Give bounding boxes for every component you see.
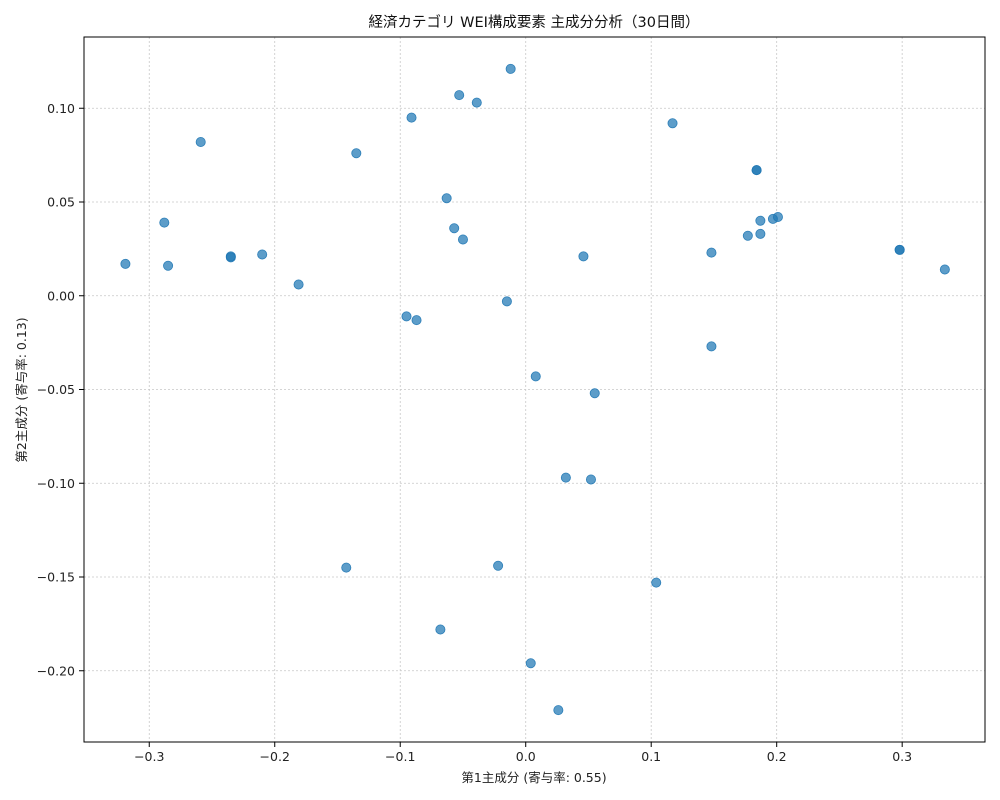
scatter-point: [341, 562, 352, 573]
y-tick-label: 0.10: [47, 101, 75, 116]
scatter-point: [406, 112, 417, 123]
scatter-point: [457, 234, 468, 245]
x-tick-label: −0.3: [134, 749, 164, 764]
scatter-point: [225, 252, 236, 263]
scatter-point: [401, 311, 412, 322]
scatter-point: [751, 165, 762, 176]
scatter-point: [449, 223, 460, 234]
y-tick-label: −0.15: [37, 570, 75, 585]
scatter-point: [441, 193, 452, 204]
scatter-point: [435, 624, 446, 635]
x-axis-label: 第1主成分 (寄与率: 0.55): [461, 770, 606, 785]
data-points: [120, 63, 950, 716]
scatter-point: [589, 388, 600, 399]
scatter-point: [939, 264, 950, 275]
x-tick-label: 0.0: [516, 749, 536, 764]
scatter-point: [159, 217, 170, 228]
grid-lines: [84, 37, 985, 742]
scatter-point: [553, 705, 564, 716]
x-tick-label: 0.3: [892, 749, 912, 764]
scatter-point: [471, 97, 482, 108]
scatter-point: [755, 228, 766, 239]
y-tick-label: −0.05: [37, 382, 75, 397]
x-tick-label: 0.2: [767, 749, 787, 764]
y-tick-label: 0.00: [47, 288, 75, 303]
y-axis-ticks: −0.20 −0.15 −0.10 −0.05 0.00 0.05 0.10: [37, 101, 84, 678]
scatter-point: [706, 341, 717, 352]
x-tick-label: −0.1: [385, 749, 415, 764]
scatter-point: [772, 211, 783, 222]
scatter-point: [530, 371, 541, 382]
scatter-point: [894, 244, 905, 255]
x-tick-label: −0.2: [260, 749, 290, 764]
x-tick-label: 0.1: [641, 749, 661, 764]
scatter-point: [742, 230, 753, 241]
scatter-point: [454, 90, 465, 101]
scatter-point: [578, 251, 589, 262]
scatter-point: [667, 118, 678, 129]
y-tick-label: 0.05: [47, 195, 75, 210]
chart-title: 経済カテゴリ WEI構成要素 主成分分析（30日間）: [369, 13, 700, 31]
scatter-point: [411, 315, 422, 326]
scatter-point: [163, 260, 174, 271]
scatter-point: [560, 472, 571, 483]
scatter-point: [120, 258, 131, 269]
x-axis-ticks: −0.3 −0.2 −0.1 0.0 0.1 0.2 0.3: [134, 742, 912, 764]
scatter-point: [351, 148, 362, 159]
scatter-point: [525, 658, 536, 669]
scatter-point: [493, 560, 504, 571]
scatter-point: [195, 136, 206, 147]
scatter-point: [501, 296, 512, 307]
y-tick-label: −0.10: [37, 476, 75, 491]
y-axis-label: 第2主成分 (寄与率: 0.13): [14, 317, 29, 462]
y-tick-label: −0.20: [37, 663, 75, 678]
scatter-point: [505, 63, 516, 74]
scatter-point: [755, 215, 766, 226]
scatter-point: [585, 474, 596, 485]
scatter-point: [706, 247, 717, 258]
scatter-point: [651, 577, 662, 588]
scatter-point: [293, 279, 304, 290]
scatter-point: [257, 249, 268, 260]
